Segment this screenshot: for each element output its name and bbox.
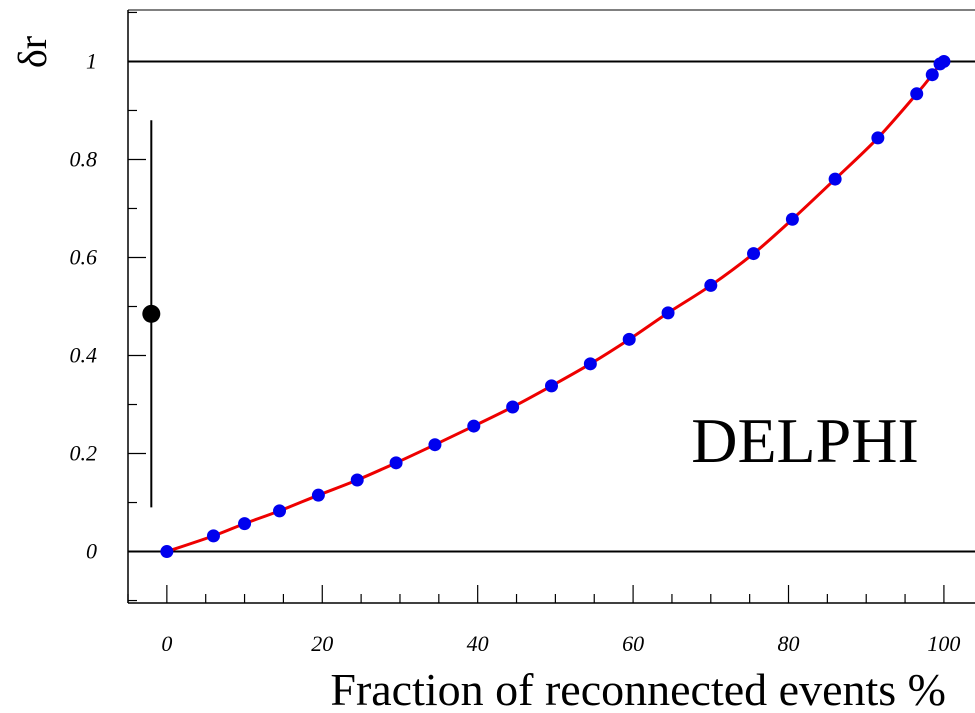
y-tick-label: 0 (86, 539, 97, 564)
data-points (160, 54, 951, 559)
measurement-marker (142, 304, 161, 323)
x-axis-ticks: 0 20 40 60 80 100 (127, 585, 960, 656)
y-axis-title: δr (10, 36, 55, 68)
x-tick-label: 40 (467, 631, 489, 656)
y-tick-label: 0.4 (70, 343, 98, 368)
x-tick-label: 80 (778, 631, 800, 656)
data-point (238, 517, 252, 531)
plot-frame (127, 9, 975, 604)
data-point (925, 68, 939, 82)
data-point (206, 529, 220, 543)
data-point (506, 400, 520, 414)
data-point (828, 172, 842, 186)
data-point (350, 473, 364, 487)
data-point (583, 357, 597, 371)
data-point (467, 419, 481, 433)
data-point (785, 212, 799, 226)
data-point (871, 131, 885, 145)
x-tick-label: 0 (161, 631, 172, 656)
data-point (389, 456, 403, 470)
data-point (704, 278, 718, 292)
data-point (622, 332, 636, 346)
delphi-label: DELPHI (691, 405, 919, 476)
y-tick-label: 0.8 (70, 146, 98, 171)
data-point (428, 438, 442, 452)
data-point (545, 379, 558, 393)
x-axis-title: Fraction of reconnected events % (330, 664, 946, 713)
data-point (311, 488, 325, 502)
data-point (747, 247, 761, 261)
x-tick-label: 20 (311, 631, 333, 656)
y-tick-label: 1 (86, 48, 97, 73)
data-point (937, 54, 951, 68)
reference-lines (128, 60, 975, 553)
data-point (661, 306, 675, 320)
measurement-point (142, 120, 161, 508)
data-point (910, 87, 924, 101)
y-tick-label: 0.6 (70, 244, 98, 269)
y-axis-ticks: 0 0.2 0.4 0.6 0.8 1 (70, 11, 146, 602)
data-point (160, 545, 174, 559)
x-tick-label: 60 (622, 631, 644, 656)
x-tick-label: 100 (927, 631, 960, 656)
y-tick-label: 0.2 (70, 441, 98, 466)
data-point (273, 504, 287, 518)
fit-curve (166, 60, 945, 553)
